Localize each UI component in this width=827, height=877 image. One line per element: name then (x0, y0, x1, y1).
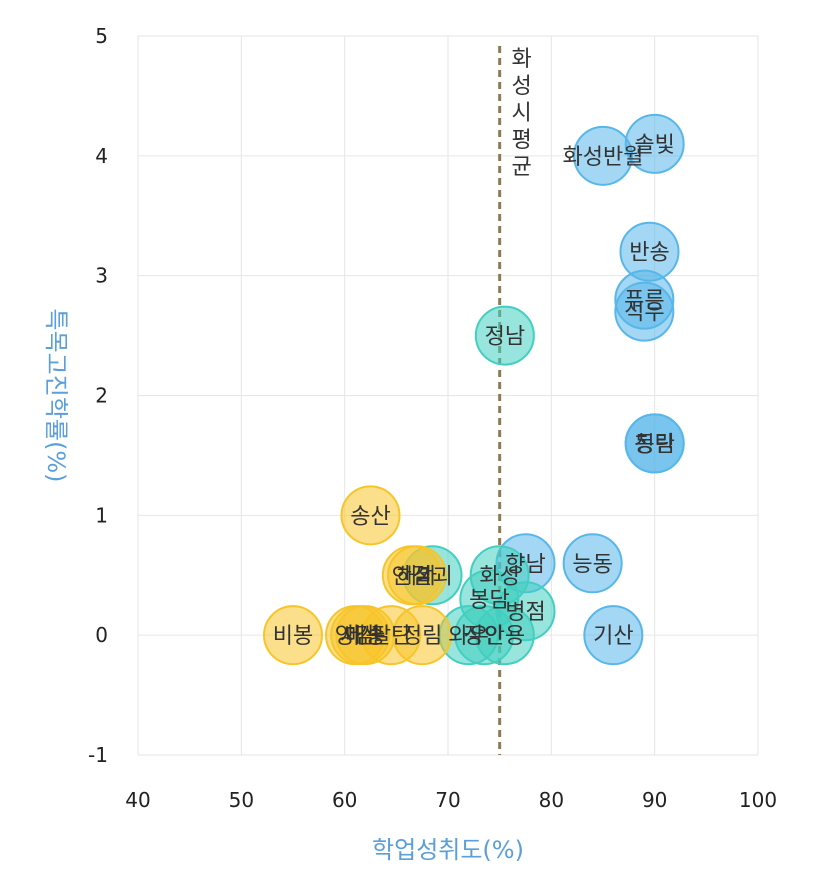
x-tick-label: 90 (642, 788, 667, 812)
y-tick-label: 4 (95, 144, 108, 168)
bubble-label: 기산 (593, 624, 633, 649)
x-tick-label: 70 (435, 788, 460, 812)
bubble-label: 청림 (634, 432, 674, 457)
y-tick-label: 5 (95, 24, 108, 48)
bubble-point (392, 605, 453, 666)
bubble-label: 서신 (340, 624, 380, 649)
bubble-label: 양감 (335, 624, 375, 649)
bubble-point (562, 533, 623, 594)
y-tick-label: 0 (95, 623, 108, 647)
y-tick-label: 3 (95, 264, 108, 288)
bubble-label: 봉담 (469, 588, 509, 613)
bubble-label: 화성반월 (563, 145, 644, 170)
bubble-label: 병점 (505, 600, 545, 625)
bubble-label: 안용 (485, 624, 525, 649)
bubble-label: 솔빛 (634, 133, 674, 158)
bubble-label: 해가 (397, 564, 437, 589)
bubble-label: 향남 (505, 552, 545, 577)
y-tick-label: -1 (88, 743, 108, 767)
bubble-label: 안결 (392, 564, 432, 589)
bubble-label: 삼괴 (412, 564, 452, 589)
x-axis-title: 학업성취도(%) (372, 836, 524, 864)
bubble-label: 송산 (350, 504, 390, 529)
bubble-point (474, 305, 535, 366)
bubble-point (583, 605, 644, 666)
x-tick-label: 60 (332, 788, 357, 812)
bubble-label: 정림 (402, 624, 442, 649)
bubble-point (387, 545, 447, 606)
bubble-point (340, 485, 401, 546)
bubble-series (263, 113, 685, 666)
x-tick-label: 50 (229, 788, 254, 812)
bubble-label: 화성 (479, 564, 519, 589)
x-tick-label: 40 (125, 788, 150, 812)
bubble-point (624, 413, 685, 474)
x-tick-label: 80 (539, 788, 564, 812)
bubble-label: 와우 (448, 624, 488, 649)
bubble-label: 능동 (572, 552, 612, 577)
y-tick-label: 2 (95, 384, 108, 408)
grid-lines (137, 35, 759, 756)
bubble-label: 석우 (624, 301, 664, 326)
bubble-label: 팔탄 (371, 624, 411, 649)
bubble-point (614, 281, 675, 342)
y-axis-title: 특목고진학률(%) (42, 308, 70, 482)
bubble-label: 동탄 (634, 432, 674, 457)
bubble-label: 푸른 (624, 289, 664, 314)
bubble-point (573, 125, 633, 186)
y-tick-label: 1 (95, 503, 108, 527)
bubble-label: 장안 (464, 624, 504, 649)
bubble-label: 비봉 (273, 624, 313, 649)
bubble-label: 반송 (629, 241, 669, 266)
axis-ticks: -1 0 1 2 3 4 5 40 50 60 70 80 90 100 (88, 24, 777, 812)
bubble-label: 매송 (345, 624, 385, 649)
x-tick-label: 100 (739, 788, 777, 812)
bubble-label: 정남 (485, 325, 525, 350)
bubble-point (263, 605, 323, 666)
